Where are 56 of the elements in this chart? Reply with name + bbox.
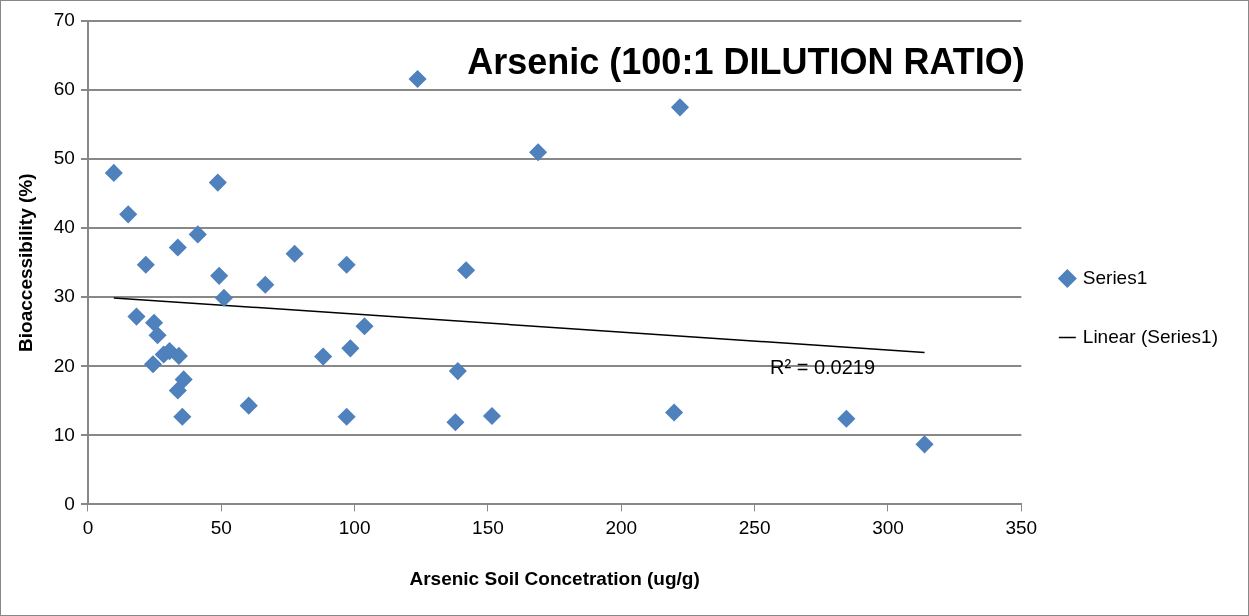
point [127, 307, 146, 326]
point [529, 143, 547, 161]
point [355, 317, 374, 335]
point [169, 238, 187, 257]
x-tick-label: 300 [872, 517, 904, 539]
point [209, 173, 227, 192]
point [337, 256, 356, 274]
point [105, 164, 123, 182]
y-axis-title: Bioaccessibility (%) [14, 173, 36, 352]
x-tick-label: 50 [210, 517, 232, 539]
point [285, 244, 304, 263]
point [137, 256, 155, 274]
y-tick-label: 30 [53, 285, 75, 307]
y-tick-label: 0 [64, 492, 75, 514]
point [169, 381, 187, 400]
point [189, 225, 207, 244]
point [210, 267, 228, 285]
point [483, 407, 501, 425]
point [256, 276, 275, 294]
legend-label: Series1 [1082, 266, 1148, 288]
point [314, 347, 332, 366]
x-tick-label: 250 [738, 517, 771, 539]
x-tick-label: 100 [338, 517, 371, 539]
point [148, 326, 167, 344]
x-tick-label: 150 [472, 517, 504, 539]
point [446, 413, 465, 431]
annotation: R² = 0.0219 [769, 355, 876, 378]
point [144, 355, 162, 373]
y-tick-label: 40 [53, 216, 75, 238]
x-tick-label: 0 [82, 517, 94, 539]
point [837, 410, 856, 428]
x-tick-label: 200 [605, 517, 638, 539]
y-tick-label: 60 [53, 78, 75, 100]
point [215, 289, 233, 307]
point [408, 70, 427, 88]
text: Arsenic (100:1 DILUTION RATIO) [467, 40, 1025, 82]
point [173, 407, 192, 426]
point [665, 403, 683, 422]
x-axis-title: Arsenic Soil Concetration (ug/g) [409, 567, 700, 589]
point [337, 407, 356, 426]
point [145, 314, 163, 332]
point [341, 339, 360, 358]
point [119, 205, 137, 224]
point [449, 362, 467, 380]
x-tick-label: 350 [1005, 517, 1038, 539]
y-tick-label: 10 [53, 423, 75, 445]
point [174, 370, 193, 389]
y-tick-label: 70 [53, 9, 75, 31]
point [915, 435, 934, 454]
legend-label: Linear (Series1) [1082, 325, 1218, 347]
point [239, 396, 258, 415]
point [457, 261, 475, 280]
y-tick-label: 20 [53, 354, 75, 376]
point [671, 98, 689, 117]
point [170, 347, 188, 365]
y-tick-label: 50 [53, 147, 75, 169]
